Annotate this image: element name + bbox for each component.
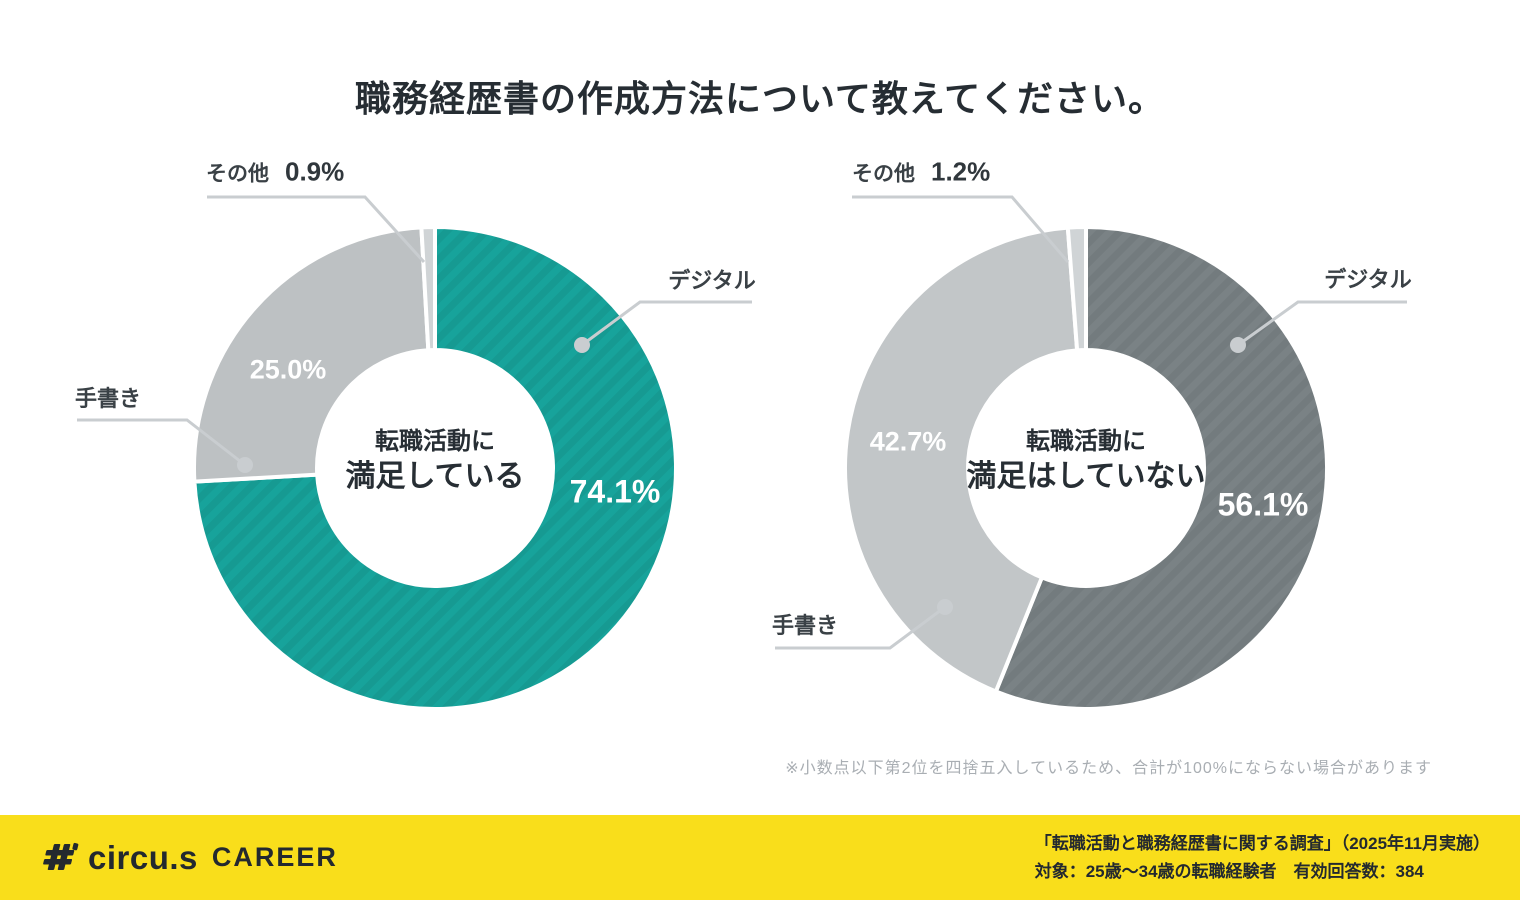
footnote: ※小数点以下第2位を四捨五入しているため、合計が100%にならない場合があります <box>785 760 1432 777</box>
donut-charts-svg <box>77 195 1407 711</box>
footer-bar: circu.s CAREER 「転職活動と職務経歴書に関する調査」（2025年1… <box>0 815 1520 900</box>
label-left-other: その他 0.9% <box>206 157 344 188</box>
leader-line <box>852 195 1070 263</box>
center-text-left-line1: 転職活動に <box>374 427 495 455</box>
leader-line <box>207 195 426 264</box>
leader-dot <box>1230 337 1246 353</box>
donut-slice-手書き <box>843 225 1080 694</box>
donut-slice-その他 <box>1065 225 1088 353</box>
leader-line <box>1237 300 1407 347</box>
center-text-right-line2: 満足はしていない <box>966 460 1206 494</box>
pct-left-handwritten: 25.0% <box>249 354 327 385</box>
center-text-right-line1: 転職活動に <box>1025 427 1146 455</box>
leader-line <box>775 605 946 650</box>
label-right-handwritten: 手書き <box>771 613 839 638</box>
pct-right-digital: 56.1% <box>1217 486 1309 523</box>
center-text-left-line2: 満足している <box>345 460 525 494</box>
brand-logo-text: circu.s <box>88 838 198 876</box>
label-right-digital: デジタル <box>1324 267 1412 292</box>
survey-source-line2: 対象：25歳〜34歳の転職経験者 有効回答数：384 <box>1034 861 1424 881</box>
survey-source-line1: 「転職活動と職務経歴書に関する調査」（2025年11月実施） <box>1034 833 1490 853</box>
brand-logo-suffix: CAREER <box>211 842 338 872</box>
label-right-other-pct: 1.2% <box>931 156 991 187</box>
label-left-other-text: その他 <box>206 162 269 186</box>
leader-dot <box>574 337 590 353</box>
center-text-left: 転職活動に 満足している <box>345 426 524 496</box>
label-right-other: その他 1.2% <box>852 157 990 188</box>
label-left-other-pct: 0.9% <box>285 156 345 187</box>
label-right-other-text: その他 <box>852 162 915 186</box>
label-left-digital: デジタル <box>668 268 756 293</box>
brand-hash-icon <box>43 842 79 870</box>
survey-source: 「転職活動と職務経歴書に関する調査」（2025年11月実施） 対象：25歳〜34… <box>1035 830 1490 886</box>
brand-logo: circu.s CAREER <box>40 839 338 877</box>
pct-left-digital: 74.1% <box>569 473 661 510</box>
donut-slice-手書き <box>192 225 431 484</box>
leader-dot <box>237 457 253 473</box>
leader-dot <box>937 599 953 615</box>
leader-line <box>581 300 752 347</box>
donut-slice-デジタル <box>192 225 678 711</box>
center-text-right: 転職活動に 満足はしていない <box>966 426 1205 496</box>
page-title: 職務経歴書の作成方法について教えてください。 <box>354 78 1166 119</box>
leader-line <box>77 418 246 467</box>
donut-slice-その他 <box>419 225 437 353</box>
label-left-handwritten: 手書き <box>74 386 142 411</box>
pct-right-handwritten: 42.7% <box>869 426 947 457</box>
